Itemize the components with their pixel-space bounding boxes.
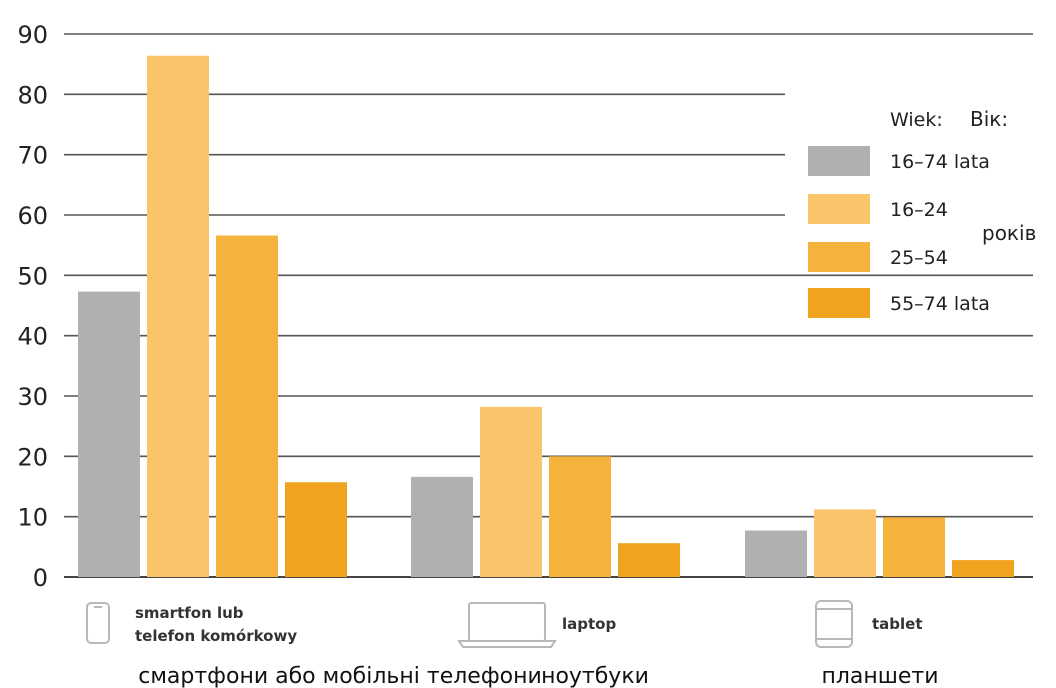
y-tick-label: 40 bbox=[17, 323, 48, 351]
bar-3-2 bbox=[549, 456, 611, 577]
bar-3-1 bbox=[216, 235, 278, 577]
y-tick-label: 80 bbox=[17, 81, 48, 109]
y-tick-label: 70 bbox=[17, 142, 48, 170]
tablet-icon bbox=[815, 600, 853, 648]
y-tick-label: 50 bbox=[17, 262, 48, 290]
bar-4-3 bbox=[952, 560, 1014, 577]
legend-title: Wiek: bbox=[890, 109, 943, 131]
bar-1-3 bbox=[745, 530, 807, 577]
legend: Wiek: Вік: 16–74 lata 16–24 25–54 55–74 lata р… bbox=[808, 107, 1036, 318]
bar-4-2 bbox=[618, 543, 680, 577]
legend-label: 16–74 lata bbox=[890, 151, 990, 173]
y-tick-label: 30 bbox=[17, 383, 48, 411]
bar-4-1 bbox=[285, 482, 347, 577]
bar-2-3 bbox=[814, 509, 876, 577]
category-label-uk: смартфони або мобільні телефони bbox=[138, 664, 542, 688]
bar-3-3 bbox=[883, 517, 945, 577]
category-labels: smartfon lub telefon komórkowy смартфони а… bbox=[86, 600, 939, 688]
y-tick-label: 60 bbox=[17, 202, 48, 230]
smartphone-icon bbox=[86, 602, 110, 644]
bar-2-2 bbox=[480, 406, 542, 577]
category-label: telefon komórkowy bbox=[135, 627, 297, 645]
legend-title-extra: Вік: bbox=[970, 107, 1008, 131]
y-tick-label: 90 bbox=[17, 21, 48, 49]
category-label: laptop bbox=[562, 615, 616, 633]
category-label: tablet bbox=[872, 615, 923, 633]
y-tick-label: 10 bbox=[17, 504, 48, 532]
gridlines bbox=[64, 33, 1033, 578]
y-tick-label: 0 bbox=[33, 564, 48, 592]
legend-swatch bbox=[808, 242, 870, 272]
category-label-uk: ноутбуки bbox=[541, 664, 649, 688]
legend-swatch bbox=[808, 288, 870, 318]
bar-1-2 bbox=[411, 476, 473, 577]
legend-label: 16–24 bbox=[890, 199, 948, 221]
y-tick-label: 20 bbox=[17, 443, 48, 471]
category-label-uk: планшети bbox=[821, 664, 938, 688]
legend-label: 55–74 lata bbox=[890, 293, 990, 315]
y-axis-ticks: 0 10 20 30 40 50 60 70 80 90 bbox=[17, 21, 48, 592]
category-label: smartfon lub bbox=[135, 604, 244, 622]
bar-2-1 bbox=[147, 55, 209, 578]
legend-unit-extra: років bbox=[982, 221, 1036, 245]
legend-swatch bbox=[808, 194, 870, 224]
legend-label: 25–54 bbox=[890, 247, 948, 269]
bars bbox=[78, 55, 1014, 578]
bar-1-1 bbox=[78, 291, 140, 577]
legend-swatch bbox=[808, 146, 870, 176]
laptop-icon bbox=[457, 602, 557, 648]
